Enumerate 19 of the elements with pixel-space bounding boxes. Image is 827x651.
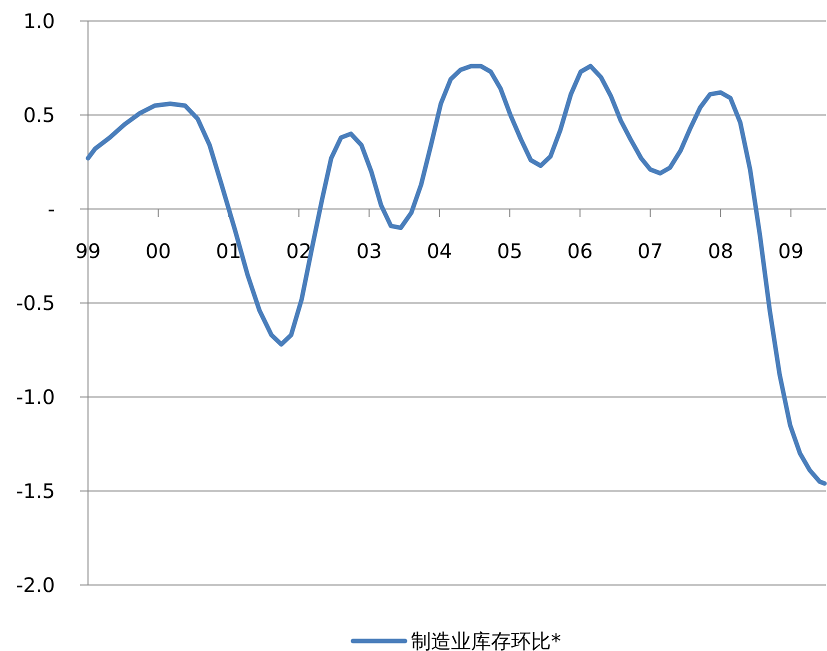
y-tick-label: -	[48, 197, 55, 221]
legend-label: 制造业库存环比*	[411, 629, 561, 651]
x-tick-label: 00	[146, 239, 172, 263]
x-tick-label: 08	[708, 239, 734, 263]
x-tick-label: 04	[426, 239, 452, 263]
y-tick-label: 1.0	[23, 9, 55, 33]
x-tick-label: 01	[216, 239, 242, 263]
x-tick-label: 06	[567, 239, 593, 263]
x-tick-label: 02	[286, 239, 312, 263]
x-tick-label: 03	[356, 239, 382, 263]
y-tick-label: -2.0	[16, 573, 55, 597]
x-tick-label: 99	[75, 239, 101, 263]
x-tick-label: 09	[778, 239, 804, 263]
x-tick-label: 07	[638, 239, 664, 263]
y-tick-label: -1.5	[16, 479, 55, 503]
y-tick-label: -1.0	[16, 385, 55, 409]
y-tick-label: 0.5	[23, 103, 55, 127]
x-tick-label: 05	[496, 239, 522, 263]
y-tick-label: -0.5	[16, 291, 55, 315]
